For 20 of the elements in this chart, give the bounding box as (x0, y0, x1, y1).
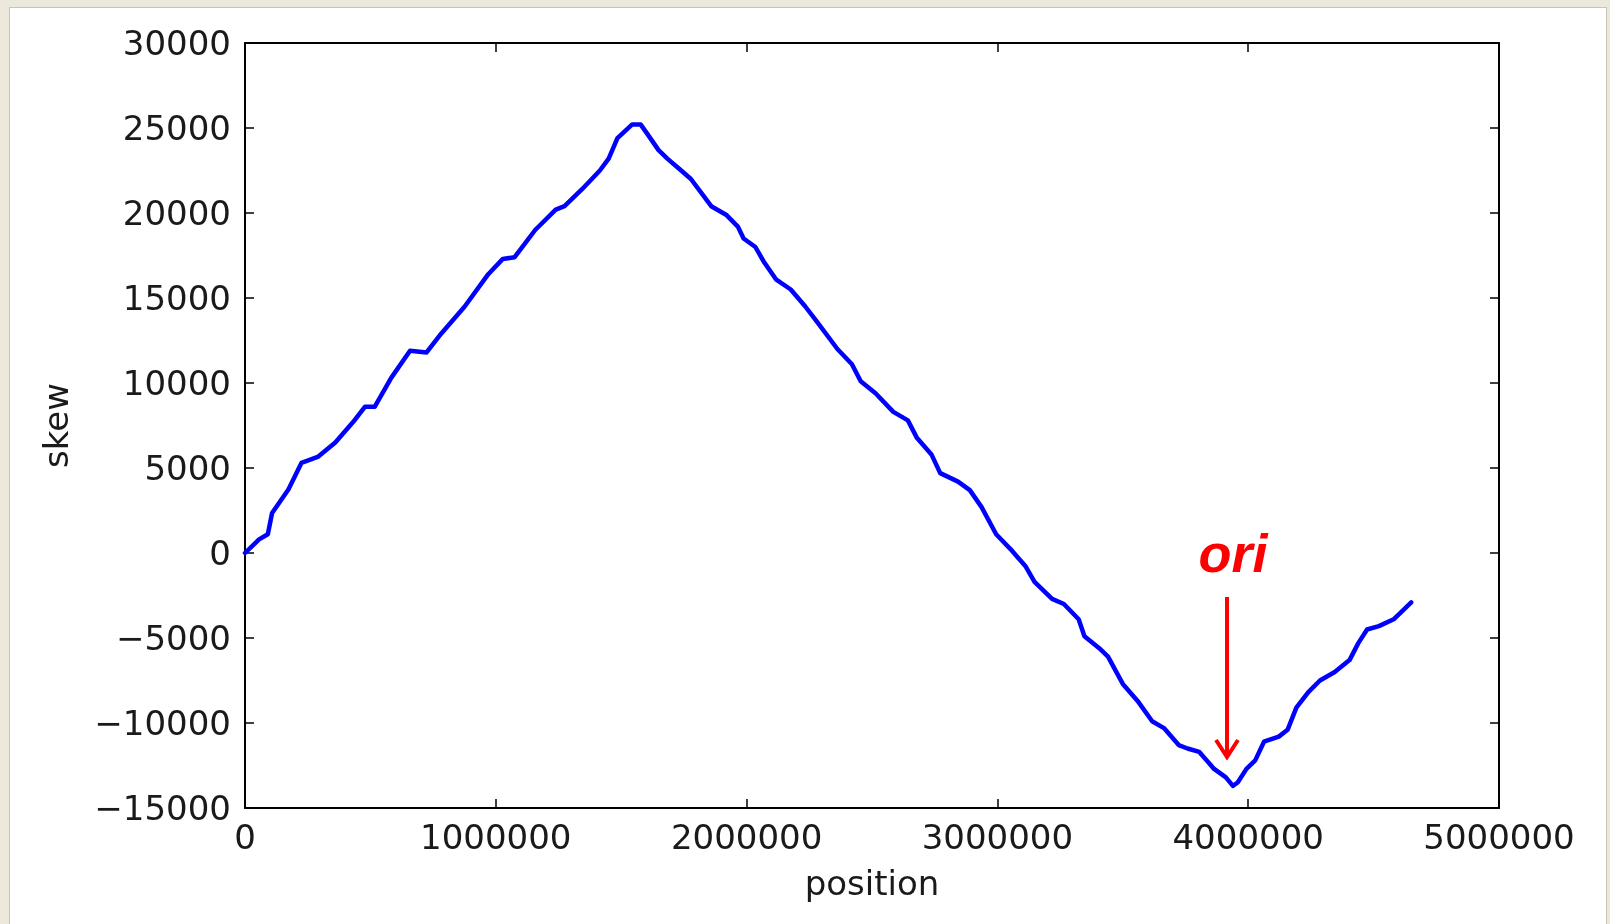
x-tick-label: 1000000 (420, 817, 572, 857)
x-tick-label: 3000000 (921, 817, 1074, 857)
x-tick-label: 2000000 (670, 817, 823, 857)
y-tick-label: −10000 (94, 703, 231, 743)
y-tick-label: 0 (209, 533, 231, 573)
x-tick-label: 4000000 (1172, 817, 1324, 857)
y-tick-label: 5000 (144, 448, 231, 488)
line-series (242, 122, 1414, 789)
y-tick-label: 30000 (122, 23, 231, 63)
y-tick-label: 10000 (122, 363, 231, 403)
x-axis-title: position (804, 863, 940, 903)
y-tick-label: 15000 (122, 278, 231, 318)
y-tick-label: 25000 (122, 108, 231, 148)
x-tick-label: 0 (234, 817, 256, 857)
y-tick-label: −15000 (94, 788, 231, 828)
y-tick-label: 20000 (122, 193, 231, 233)
y-tick-label: −5000 (115, 618, 231, 658)
y-axis-title: skew (36, 383, 76, 468)
annotation: ori (1198, 523, 1268, 583)
x-tick-label: 5000000 (1423, 817, 1575, 857)
